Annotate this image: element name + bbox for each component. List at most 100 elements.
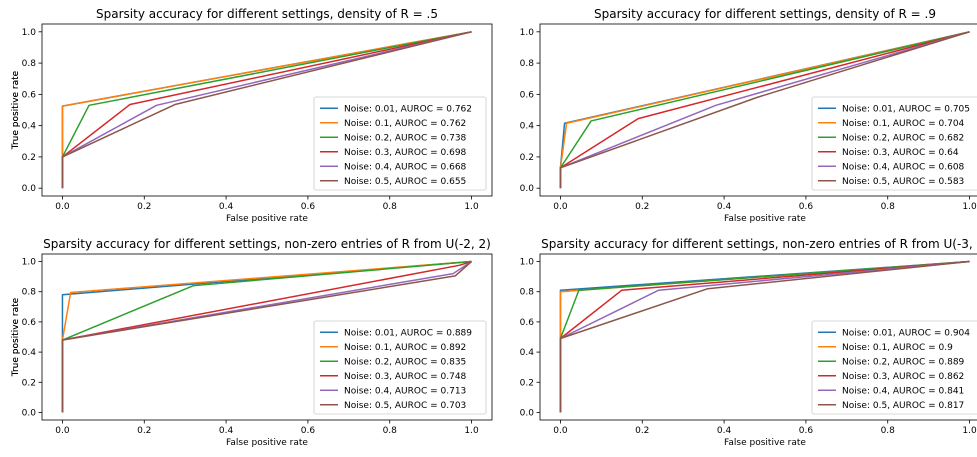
legend-entry: Noise: 0.4, AUROC = 0.841: [842, 386, 964, 396]
subplot-1: Sparsity accuracy for different settings…: [11, 7, 493, 224]
x-tick-label: 1.0: [962, 202, 977, 212]
legend-entry: Noise: 0.01, AUROC = 0.904: [842, 328, 970, 338]
legend-entry: Noise: 0.5, AUROC = 0.655: [344, 177, 466, 187]
legend-frame: [313, 320, 487, 415]
plot-area: [559, 260, 970, 413]
legend-entry: Noise: 0.01, AUROC = 0.762: [344, 104, 472, 114]
y-tick-label: 1.0: [520, 28, 535, 38]
x-tick-label: 0.8: [881, 426, 896, 436]
x-tick-label: 1.0: [464, 202, 479, 212]
x-tick-label: 1.0: [464, 426, 479, 436]
axes-frame: [41, 253, 493, 421]
x-tick-label: 0.6: [799, 202, 814, 212]
legend-frame: [313, 96, 487, 191]
series-line-6: [61, 260, 473, 413]
legend-entry: Noise: 0.2, AUROC = 0.835: [344, 357, 466, 367]
legend-entry: Noise: 0.5, AUROC = 0.703: [344, 401, 466, 411]
legend-entry: Noise: 0.1, AUROC = 0.892: [344, 343, 466, 353]
y-tick-label: 1.0: [520, 258, 535, 268]
axes-frame: [41, 23, 493, 197]
legend-entry: Noise: 0.3, AUROC = 0.748: [344, 372, 467, 382]
chart-title: Sparsity accuracy for different settings…: [594, 7, 936, 21]
y-tick-label: 0.4: [520, 122, 535, 132]
x-axis-label: False positive rate: [226, 438, 308, 448]
y-tick-label: 1.0: [22, 28, 37, 38]
y-tick-label: 0.6: [22, 90, 37, 100]
plot-area: [61, 31, 472, 189]
legend-entry: Noise: 0.2, AUROC = 0.889: [842, 357, 965, 367]
x-tick-label: 0.2: [137, 426, 151, 436]
x-tick-label: 0.0: [553, 202, 568, 212]
y-tick-label: 0.0: [520, 184, 535, 194]
legend-entry: Noise: 0.5, AUROC = 0.817: [842, 401, 964, 411]
chart-title: Sparsity accuracy for different settings…: [541, 237, 977, 251]
legend-entry: Noise: 0.3, AUROC = 0.64: [842, 148, 959, 158]
x-tick-label: 0.8: [383, 426, 398, 436]
legend-entry: Noise: 0.5, AUROC = 0.583: [842, 177, 964, 187]
axes-frame: [539, 23, 977, 197]
y-tick-label: 0.0: [22, 408, 37, 418]
series-line-6: [559, 31, 970, 189]
x-axis-label: False positive rate: [226, 214, 308, 224]
x-tick-label: 0.6: [301, 202, 316, 212]
x-tick-label: 0.4: [219, 202, 234, 212]
legend: Noise: 0.01, AUROC = 0.705 Noise: 0.1, AU…: [811, 96, 977, 191]
y-tick-label: 0.8: [22, 59, 37, 69]
y-tick-label: 0.0: [22, 184, 37, 194]
y-tick-label: 0.8: [520, 59, 535, 69]
x-tick-label: 0.0: [553, 426, 568, 436]
legend: Noise: 0.01, AUROC = 0.889 Noise: 0.1, AU…: [313, 320, 487, 415]
legend-entry: Noise: 0.4, AUROC = 0.668: [344, 162, 467, 172]
legend-entry: Noise: 0.01, AUROC = 0.705: [842, 104, 970, 114]
series-line-6: [61, 31, 472, 189]
y-tick-label: 0.2: [22, 153, 36, 163]
y-tick-label: 0.2: [520, 153, 534, 163]
plot-area: [559, 31, 970, 189]
x-axis-label: False positive rate: [724, 438, 806, 448]
x-tick-label: 0.0: [55, 202, 70, 212]
legend-frame: [811, 96, 977, 191]
x-tick-label: 0.2: [635, 202, 649, 212]
y-tick-label: 0.2: [520, 378, 534, 388]
y-tick-label: 0.6: [520, 90, 535, 100]
legend-entry: Noise: 0.2, AUROC = 0.738: [344, 133, 467, 143]
legend-entry: Noise: 0.4, AUROC = 0.608: [842, 162, 965, 172]
x-axis-label: False positive rate: [724, 214, 806, 224]
plot-area: [61, 260, 473, 413]
y-tick-label: 0.2: [22, 378, 36, 388]
x-tick-label: 0.8: [383, 202, 398, 212]
legend-entry: Noise: 0.1, AUROC = 0.704: [842, 119, 965, 129]
legend-entry: Noise: 0.3, AUROC = 0.862: [842, 372, 964, 382]
x-tick-label: 0.4: [717, 202, 732, 212]
series-line-6: [559, 260, 970, 413]
x-tick-label: 0.6: [301, 426, 316, 436]
x-tick-label: 0.8: [881, 202, 896, 212]
legend-entry: Noise: 0.1, AUROC = 0.762: [344, 119, 466, 129]
x-tick-label: 0.2: [635, 426, 649, 436]
y-tick-label: 0.6: [22, 318, 37, 328]
y-tick-label: 0.6: [520, 318, 535, 328]
chart-title: Sparsity accuracy for different settings…: [43, 237, 491, 251]
y-tick-label: 0.4: [520, 348, 535, 358]
legend-entry: Noise: 0.3, AUROC = 0.698: [344, 148, 467, 158]
x-tick-label: 1.0: [962, 426, 977, 436]
y-axis-label: True positive rate: [11, 70, 21, 150]
x-tick-label: 0.2: [137, 202, 151, 212]
x-tick-label: 0.6: [799, 426, 814, 436]
subplot-4: Sparsity accuracy for different settings…: [11, 237, 977, 448]
chart-title: Sparsity accuracy for different settings…: [96, 7, 438, 21]
y-tick-label: 0.4: [22, 122, 37, 132]
y-tick-label: 1.0: [22, 258, 37, 268]
y-tick-label: 0.0: [520, 408, 535, 418]
y-tick-label: 0.4: [22, 348, 37, 358]
subplot-3: Sparsity accuracy for different settings…: [11, 237, 493, 448]
x-tick-label: 0.0: [55, 426, 70, 436]
x-tick-label: 0.4: [219, 426, 234, 436]
y-axis-label: True positive rate: [11, 297, 21, 377]
legend-frame: [811, 320, 977, 415]
subplot-2: Sparsity accuracy for different settings…: [11, 7, 977, 224]
legend: Noise: 0.01, AUROC = 0.904 Noise: 0.1, AU…: [811, 320, 977, 415]
axes-frame: [539, 253, 977, 421]
y-axis-label: True positive rate: [11, 297, 21, 377]
